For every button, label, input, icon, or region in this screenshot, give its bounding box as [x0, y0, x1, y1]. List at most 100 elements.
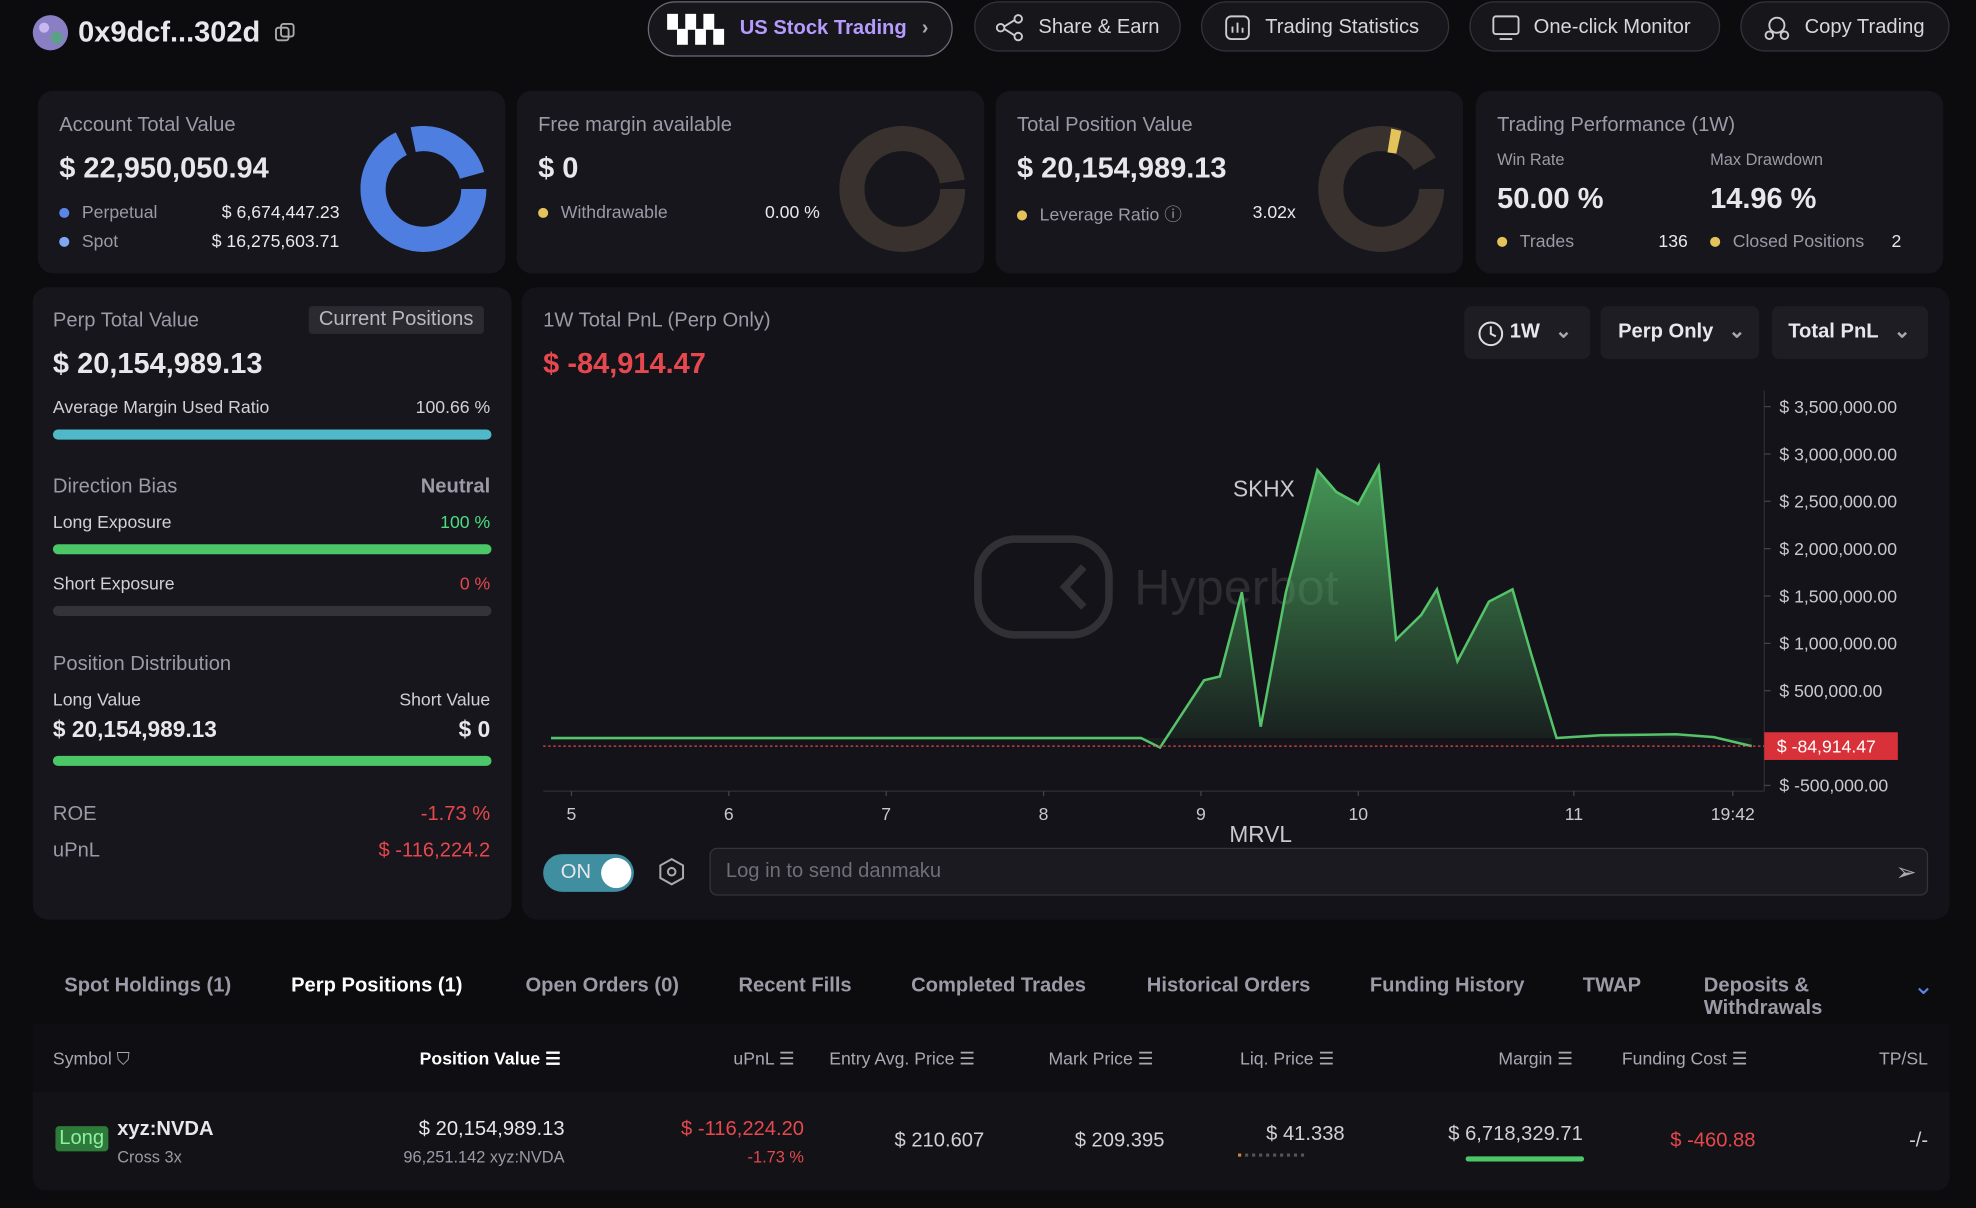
label: Average Margin Used Ratio: [52, 396, 270, 417]
danmaku-input[interactable]: Log in to send danmaku ➢: [709, 847, 1929, 896]
nav-button[interactable]: US Stock Trading ›: [647, 1, 953, 57]
metric-dropdown[interactable]: Total PnL ⌄: [1771, 306, 1929, 360]
current-positions-button[interactable]: Current Positions: [308, 306, 484, 334]
tab[interactable]: Deposits & Withdrawals: [1703, 975, 1823, 1020]
column-header[interactable]: uPnL ☰: [733, 1048, 795, 1069]
short-bar: [52, 605, 492, 616]
pnl-line: [551, 462, 1752, 750]
column-header[interactable]: Mark Price ☰: [1048, 1048, 1154, 1069]
tab[interactable]: Recent Fills: [738, 975, 852, 997]
margin-bar: [52, 429, 492, 440]
nav-label: Share & Earn: [1038, 16, 1160, 38]
row-value: 2: [1891, 230, 1902, 251]
nav-label: One-click Monitor: [1533, 16, 1691, 38]
copy-icon[interactable]: [275, 22, 295, 43]
x-tick-label: 5: [567, 804, 577, 824]
tab[interactable]: Completed Trades: [911, 975, 1086, 997]
mode: Cross 3x: [117, 1147, 182, 1167]
y-tick-label: $ 2,500,000.00: [1779, 492, 1897, 512]
nav-label: Copy Trading: [1804, 16, 1925, 38]
annotation: MRVL: [1229, 821, 1292, 847]
entry-price: $ 210.607: [894, 1129, 985, 1152]
column-header[interactable]: Symbol ⛉: [52, 1048, 130, 1069]
symbol[interactable]: xyz:NVDA: [117, 1118, 214, 1141]
long-bar: [52, 544, 492, 555]
y-tick-label: $ 2,000,000.00: [1779, 539, 1897, 559]
nav-button[interactable]: Share & Earn: [974, 1, 1181, 52]
distribution-bar: [52, 755, 492, 766]
toggle-label: ON: [560, 861, 592, 884]
x-tick-label: 6: [724, 804, 734, 824]
tab[interactable]: Open Orders (0): [525, 975, 680, 997]
value: 100 %: [440, 511, 491, 532]
tab[interactable]: TWAP: [1582, 975, 1642, 997]
value: Neutral: [420, 476, 491, 498]
period-dropdown[interactable]: 1W ⌄: [1464, 306, 1591, 360]
upnl: $ -116,224.20: [681, 1118, 805, 1141]
value: $ 0: [458, 716, 491, 742]
stat-value: 50.00 %: [1497, 181, 1604, 215]
mark-price: $ 209.395: [1074, 1129, 1165, 1152]
side-badge: Long: [55, 1126, 108, 1152]
label: Short Exposure: [52, 573, 175, 594]
tab[interactable]: Perp Positions (1): [291, 975, 463, 997]
column-header[interactable]: Position Value ☰: [419, 1048, 561, 1069]
dropdown-label: 1W: [1509, 321, 1540, 343]
tp-sl: -/-: [1909, 1129, 1929, 1152]
row-value: $ 6,674,447.23: [221, 201, 340, 222]
area: [551, 466, 1752, 748]
nav-button[interactable]: Copy Trading: [1740, 1, 1950, 52]
liq-meter: ▪▪▪▪▪▪▪▪▪▪: [1237, 1148, 1308, 1163]
chart-value: $ -84,914.47: [543, 346, 706, 380]
column-header[interactable]: Liq. Price ☰: [1240, 1048, 1335, 1069]
danmaku-toggle[interactable]: ON: [543, 854, 634, 892]
stat-label: Max Drawdown: [1710, 149, 1823, 169]
card-label: Trading Performance (1W): [1497, 114, 1736, 137]
chart-title: 1W Total PnL (Perp Only): [543, 309, 771, 332]
tab[interactable]: Spot Holdings (1): [64, 975, 232, 997]
nav-label: Trading Statistics: [1265, 16, 1420, 38]
value: 0 %: [459, 573, 491, 594]
funding-cost: $ -460.88: [1670, 1129, 1756, 1152]
nav-button[interactable]: One-click Monitor: [1469, 1, 1721, 52]
card-label: Free margin available: [538, 114, 732, 137]
y-tick-label: $ -500,000.00: [1779, 776, 1888, 796]
tab[interactable]: Historical Orders: [1146, 975, 1311, 997]
y-tick-label: $ 1,000,000.00: [1779, 634, 1897, 654]
settings-icon[interactable]: [657, 857, 687, 887]
x-tick-label: 7: [881, 804, 891, 824]
row-value: 0.00 %: [764, 201, 820, 222]
position-value: $ 20,154,989.13: [418, 1118, 565, 1141]
stat-value: 14.96 %: [1710, 181, 1817, 215]
upnl-percent: -1.73 %: [747, 1147, 805, 1167]
placeholder: Log in to send danmaku: [725, 860, 942, 882]
tab[interactable]: Funding History: [1369, 975, 1525, 997]
row-label: Closed Positions: [1710, 231, 1864, 251]
row-label: Spot: [59, 231, 118, 251]
card-label: Total Position Value: [1016, 114, 1193, 137]
scope-dropdown[interactable]: Perp Only ⌄: [1600, 306, 1760, 360]
nav-label: US Stock Trading: [739, 17, 907, 40]
row-value: 3.02x: [1252, 201, 1296, 222]
y-tick-label: $ 500,000.00: [1779, 681, 1882, 701]
margin-bar: [1465, 1156, 1585, 1162]
label: Short Value: [399, 689, 491, 710]
column-header[interactable]: Funding Cost ☰: [1621, 1048, 1748, 1069]
row-value: $ 16,275,603.71: [211, 230, 340, 251]
label: Position Distribution: [52, 653, 232, 676]
nav-button[interactable]: Trading Statistics: [1200, 1, 1450, 52]
margin: $ 6,718,329.71: [1448, 1123, 1583, 1146]
row-label: Withdrawable: [538, 202, 668, 222]
column-header[interactable]: Margin ☰: [1498, 1048, 1574, 1069]
column-header[interactable]: Entry Avg. Price ☰: [829, 1048, 976, 1069]
value: $ 20,154,989.13: [52, 716, 217, 742]
annotation: SKHX: [1233, 476, 1295, 502]
tabs-expand[interactable]: ⌄: [1912, 972, 1935, 1001]
row-label: Trades: [1497, 231, 1574, 251]
position-size: 96,251.142 xyz:NVDA: [403, 1147, 565, 1167]
card-value: $ 20,154,989.13: [1016, 151, 1227, 184]
perp-card: [32, 287, 512, 920]
donut: [839, 125, 966, 252]
dropdown-label: Perp Only: [1618, 321, 1714, 343]
